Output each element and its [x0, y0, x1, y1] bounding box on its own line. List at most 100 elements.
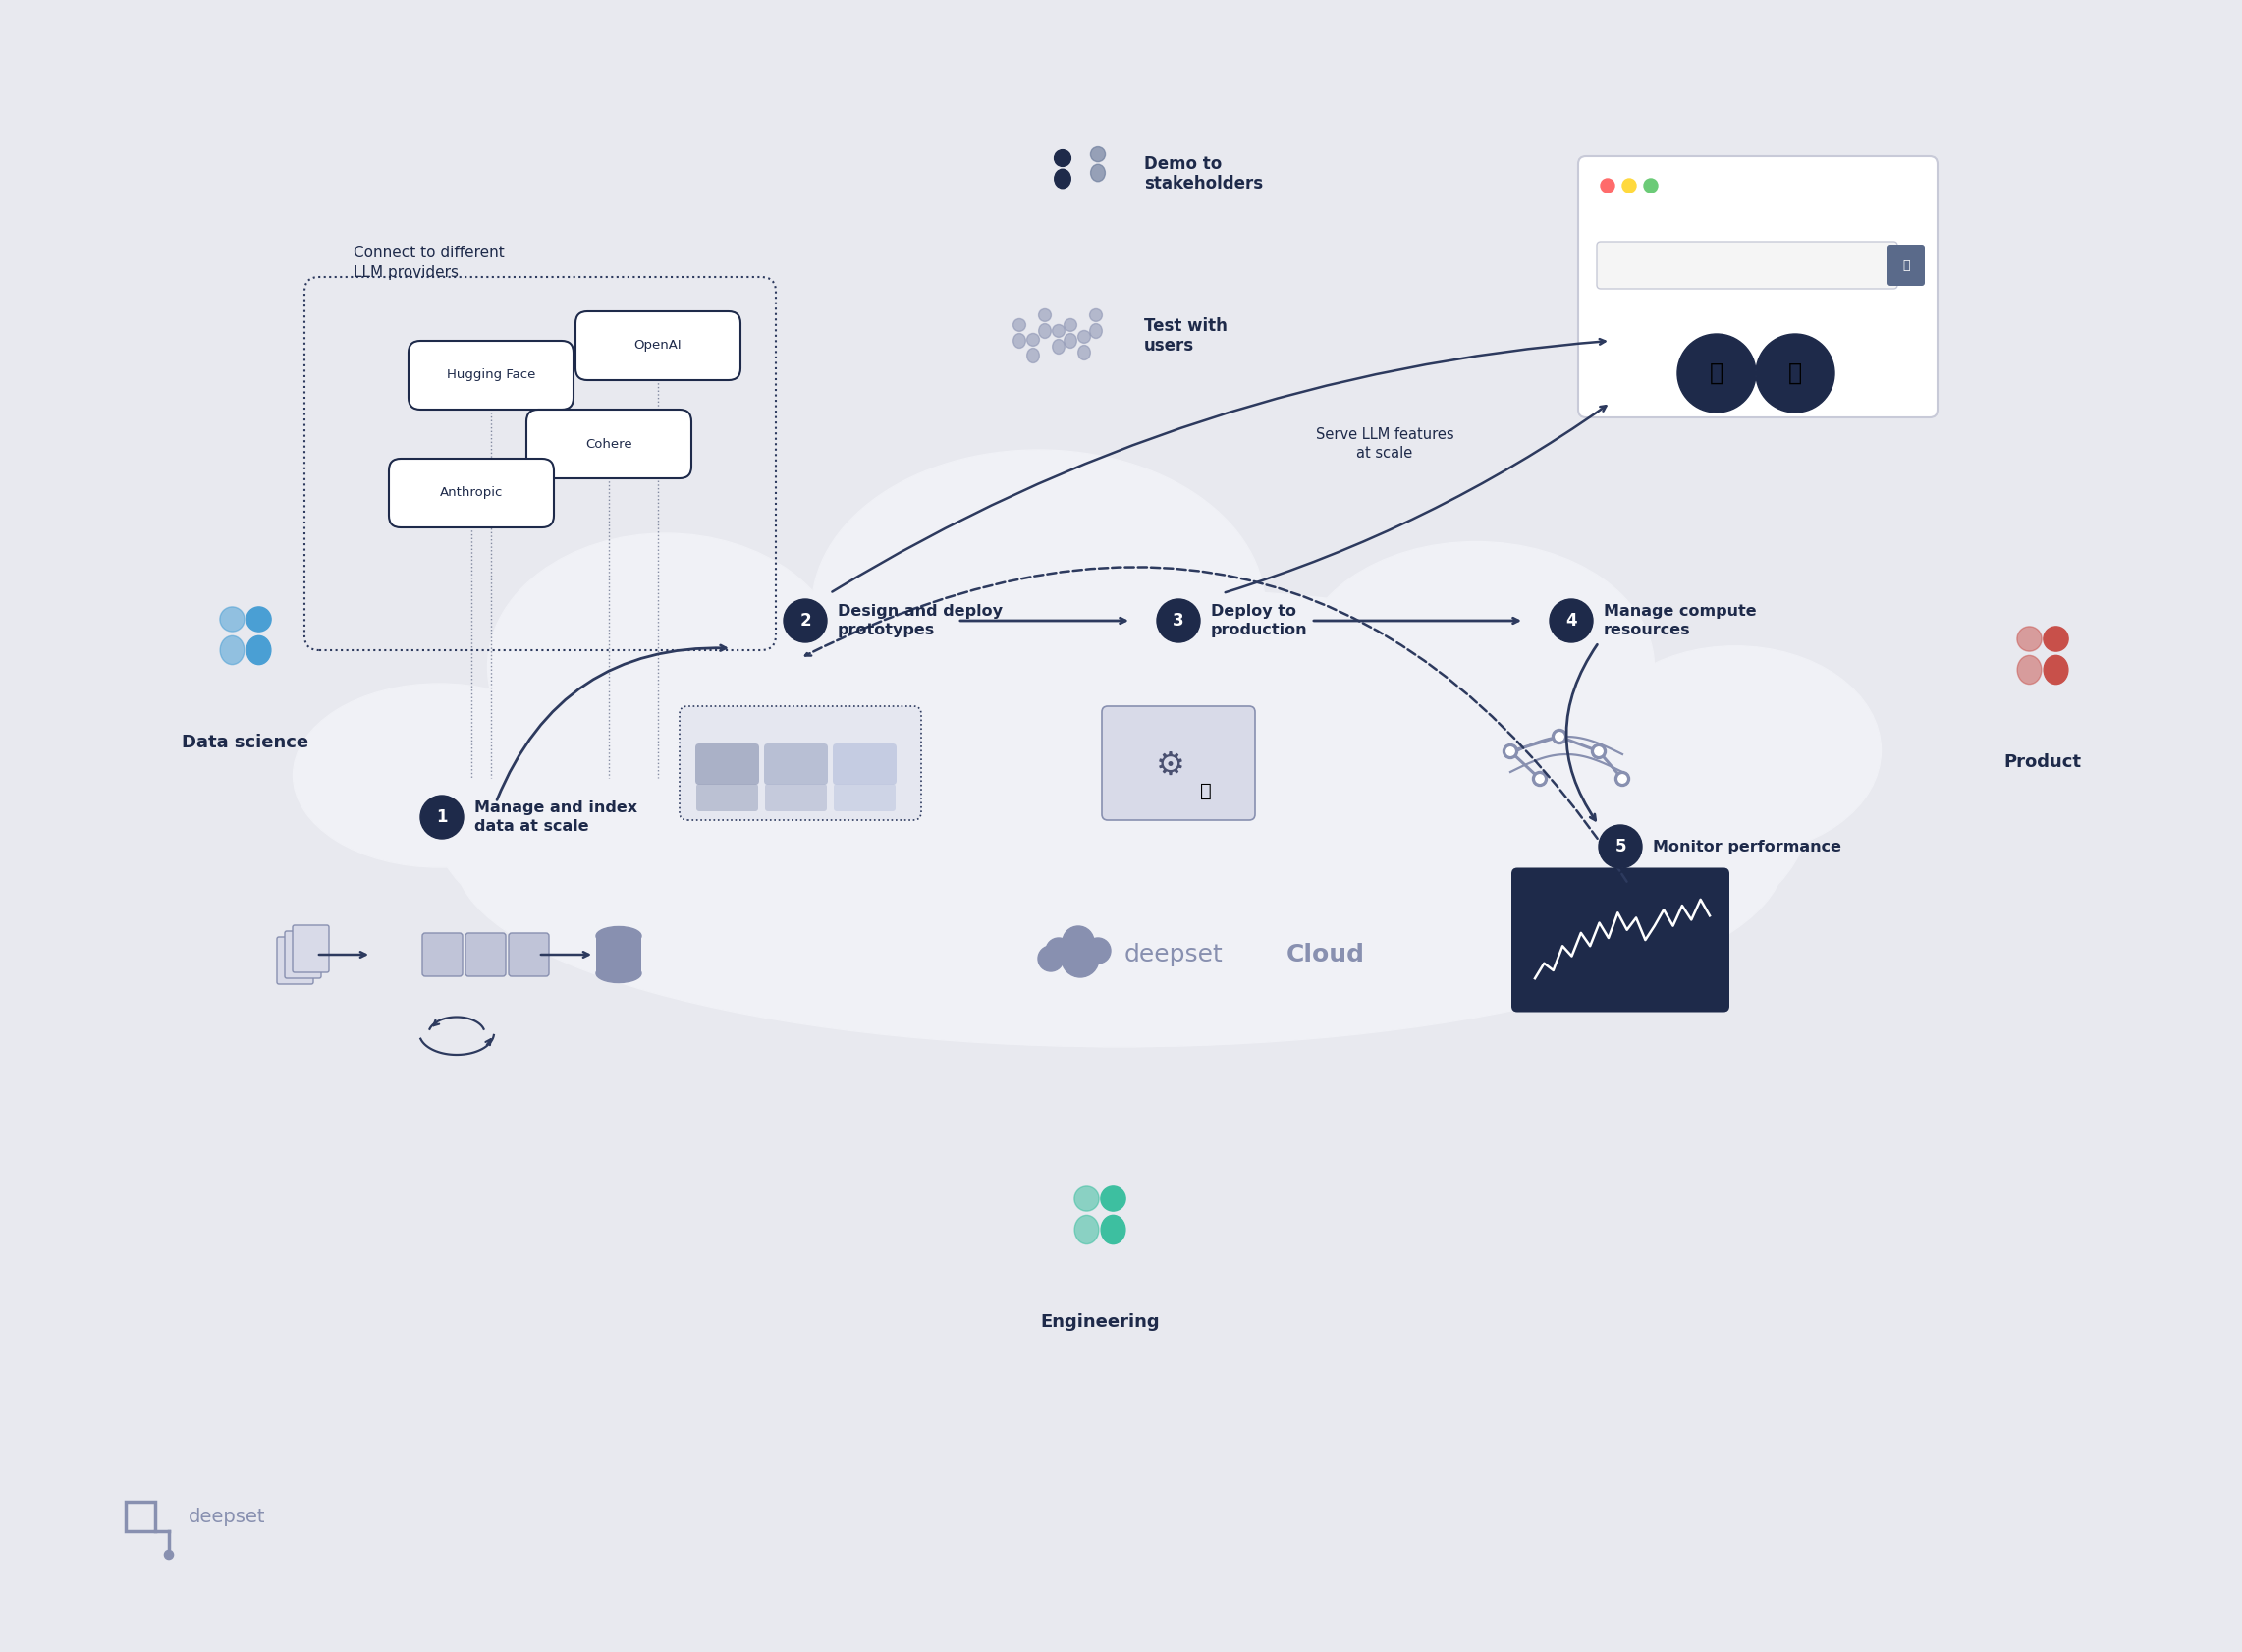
FancyBboxPatch shape — [834, 783, 895, 811]
Circle shape — [1038, 947, 1063, 971]
FancyBboxPatch shape — [695, 743, 760, 785]
Text: Deploy to
production: Deploy to production — [1211, 603, 1307, 638]
Text: 2: 2 — [800, 611, 812, 629]
Text: Cohere: Cohere — [585, 438, 632, 451]
Text: deepset: deepset — [1125, 943, 1224, 966]
Circle shape — [220, 606, 244, 631]
Ellipse shape — [812, 449, 1264, 767]
FancyBboxPatch shape — [679, 705, 921, 819]
Text: Monitor performance: Monitor performance — [1652, 839, 1841, 854]
FancyBboxPatch shape — [1888, 244, 1926, 286]
Circle shape — [1592, 743, 1605, 758]
Text: Anthropic: Anthropic — [439, 487, 502, 499]
Circle shape — [1643, 178, 1657, 193]
Ellipse shape — [430, 588, 1809, 1047]
Circle shape — [1157, 600, 1199, 643]
Text: ⚙: ⚙ — [1157, 748, 1186, 781]
Circle shape — [1614, 771, 1630, 786]
Ellipse shape — [220, 636, 244, 664]
Circle shape — [1060, 940, 1099, 978]
Circle shape — [1063, 927, 1094, 958]
Ellipse shape — [1590, 646, 1881, 854]
Circle shape — [1051, 324, 1065, 337]
FancyBboxPatch shape — [278, 937, 314, 985]
FancyBboxPatch shape — [576, 311, 740, 380]
FancyBboxPatch shape — [509, 933, 549, 976]
Ellipse shape — [1051, 339, 1065, 354]
FancyBboxPatch shape — [408, 340, 574, 410]
Circle shape — [1085, 938, 1110, 963]
FancyBboxPatch shape — [466, 933, 507, 976]
Circle shape — [1502, 743, 1518, 758]
FancyBboxPatch shape — [1101, 705, 1256, 819]
FancyBboxPatch shape — [832, 743, 897, 785]
Circle shape — [1054, 150, 1072, 167]
Circle shape — [1074, 1186, 1099, 1211]
Text: Engineering: Engineering — [1040, 1313, 1159, 1332]
Text: 🔧: 🔧 — [1199, 781, 1211, 800]
Circle shape — [1038, 309, 1051, 322]
Circle shape — [1623, 178, 1637, 193]
Circle shape — [1556, 732, 1563, 740]
Circle shape — [164, 1550, 173, 1559]
Circle shape — [1551, 729, 1567, 743]
Ellipse shape — [2045, 656, 2067, 684]
FancyBboxPatch shape — [294, 925, 330, 973]
Circle shape — [1090, 147, 1105, 162]
Circle shape — [1594, 747, 1603, 755]
Ellipse shape — [294, 684, 585, 867]
Circle shape — [419, 796, 464, 839]
Text: Test with
users: Test with users — [1143, 317, 1226, 355]
Circle shape — [1045, 938, 1072, 963]
Circle shape — [1013, 319, 1025, 332]
Ellipse shape — [1101, 1216, 1125, 1244]
FancyBboxPatch shape — [421, 933, 462, 976]
Ellipse shape — [1078, 345, 1090, 360]
Circle shape — [1065, 319, 1076, 332]
Text: Data science: Data science — [182, 733, 309, 752]
FancyBboxPatch shape — [1511, 867, 1729, 1013]
Ellipse shape — [2018, 656, 2042, 684]
Ellipse shape — [1090, 164, 1105, 182]
Circle shape — [247, 606, 271, 631]
Circle shape — [1534, 771, 1547, 786]
Circle shape — [1078, 330, 1090, 344]
Circle shape — [2042, 626, 2069, 651]
Circle shape — [785, 600, 827, 643]
Text: 👍: 👍 — [1789, 362, 1803, 385]
Text: Hugging Face: Hugging Face — [446, 368, 536, 382]
Text: 4: 4 — [1565, 611, 1576, 629]
Circle shape — [1601, 178, 1614, 193]
Text: Design and deploy
prototypes: Design and deploy prototypes — [839, 603, 1002, 638]
Circle shape — [1549, 600, 1592, 643]
Text: 👎: 👎 — [1711, 362, 1724, 385]
Text: Product: Product — [2004, 753, 2081, 771]
Circle shape — [1677, 334, 1755, 413]
Circle shape — [1027, 334, 1040, 345]
Ellipse shape — [1027, 349, 1040, 363]
Text: Manage and index
data at scale: Manage and index data at scale — [475, 800, 637, 834]
Text: 1: 1 — [437, 808, 448, 826]
Circle shape — [1536, 775, 1545, 783]
Ellipse shape — [1074, 1216, 1099, 1244]
Ellipse shape — [596, 927, 641, 945]
Text: 🔍: 🔍 — [1903, 259, 1910, 271]
Circle shape — [1599, 824, 1641, 869]
Circle shape — [1507, 747, 1516, 755]
Ellipse shape — [455, 671, 1785, 1047]
Text: Serve LLM features
at scale: Serve LLM features at scale — [1316, 426, 1453, 461]
FancyBboxPatch shape — [765, 743, 827, 785]
Ellipse shape — [1298, 542, 1655, 791]
Circle shape — [2018, 626, 2042, 651]
FancyBboxPatch shape — [527, 410, 691, 479]
Text: Demo to
stakeholders: Demo to stakeholders — [1143, 155, 1262, 193]
Text: 3: 3 — [1173, 611, 1184, 629]
Circle shape — [1101, 1186, 1125, 1211]
Ellipse shape — [487, 534, 843, 801]
Ellipse shape — [1038, 324, 1051, 339]
Circle shape — [1090, 309, 1103, 322]
Ellipse shape — [1090, 324, 1103, 339]
FancyBboxPatch shape — [285, 932, 321, 978]
Text: Cloud: Cloud — [1287, 943, 1365, 966]
FancyBboxPatch shape — [596, 937, 641, 973]
